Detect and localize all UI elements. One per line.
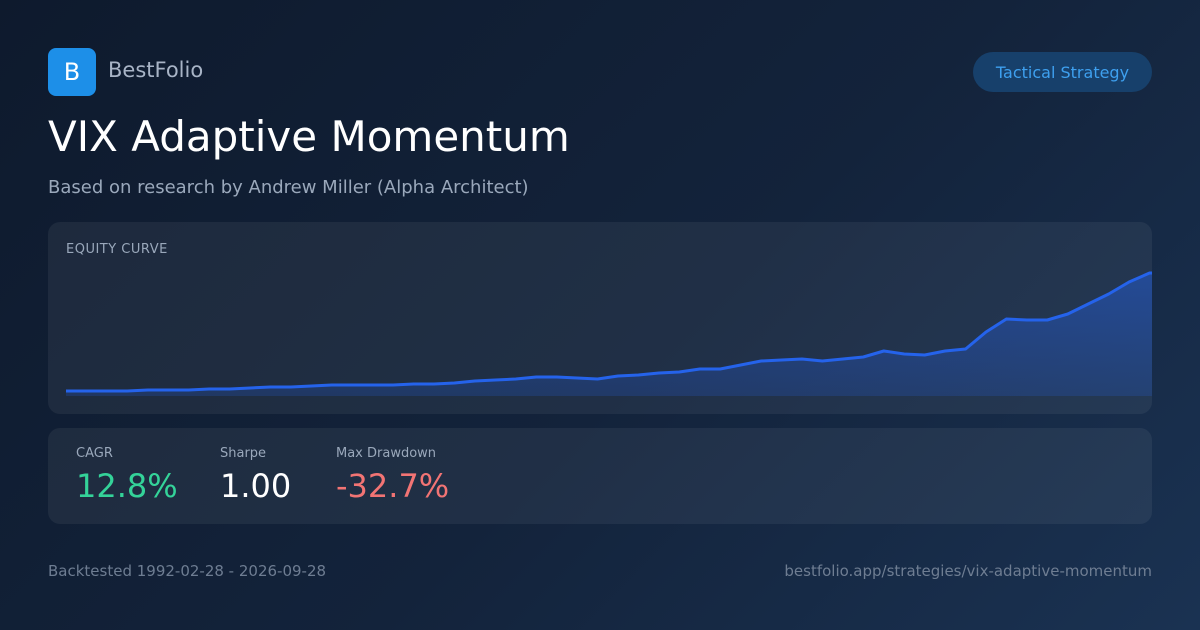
metric-label: Sharpe: [220, 446, 267, 461]
title: VIX Adaptive Momentum: [48, 112, 570, 161]
metric: Sharpe 1.00: [220, 446, 291, 505]
chart: [66, 271, 1152, 396]
subtitle: Based on research by Andrew Miller (Alph…: [48, 177, 529, 198]
equity-area: [66, 273, 1152, 396]
metric: CAGR 12.8%: [76, 446, 178, 505]
metric-value: -32.7%: [336, 467, 450, 505]
footer-right: bestfolio.app/strategies/vix-adaptive-mo…: [784, 562, 1152, 580]
footer-left: Backtested 1992-02-28 - 2026-09-28: [48, 562, 327, 580]
metric-value: 1.00: [220, 467, 292, 505]
brand: BestFolio: [108, 58, 204, 82]
equity-line: [66, 271, 1152, 393]
chart-label: EQUITY CURVE: [66, 242, 168, 257]
chart-panel: EQUITY CURVE: [48, 222, 1152, 414]
badge: Tactical Strategy: [973, 52, 1152, 92]
metric-label: CAGR: [76, 446, 113, 461]
metric-value: 12.8%: [76, 467, 178, 505]
metrics-panel: CAGR 12.8% Sharpe 1.00 Max Drawdown -32.…: [48, 428, 1152, 524]
logo: B: [48, 48, 96, 96]
metric-label: Max Drawdown: [336, 446, 437, 461]
metric: Max Drawdown -32.7%: [336, 446, 449, 505]
